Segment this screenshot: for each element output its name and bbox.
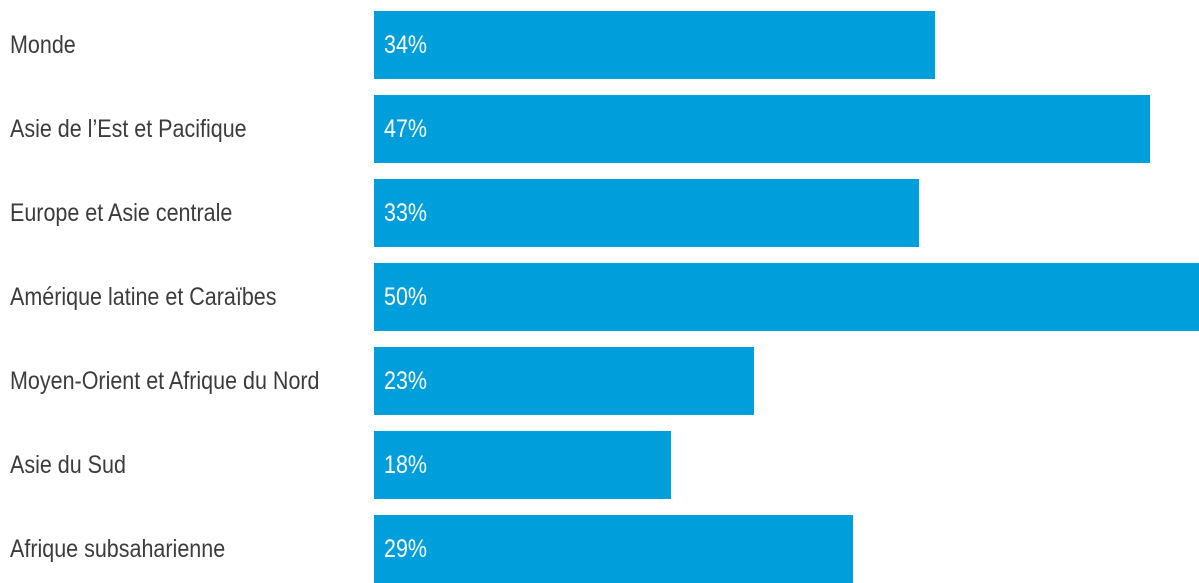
category-label: Afrique subsaharienne	[10, 535, 226, 563]
bar: 50%	[374, 263, 1199, 331]
bar: 34%	[374, 11, 935, 79]
category-label: Asie de l’Est et Pacifique	[10, 115, 247, 143]
bar-value-label: 50%	[384, 283, 428, 311]
bar: 47%	[374, 95, 1150, 163]
category-label: Europe et Asie centrale	[10, 199, 233, 227]
bar: 18%	[374, 431, 671, 499]
bar-value-label: 29%	[384, 535, 428, 563]
category-label: Asie du Sud	[10, 451, 126, 479]
bar: 33%	[374, 179, 919, 247]
bar-value-label: 33%	[384, 199, 428, 227]
category-label: Amérique latine et Caraïbes	[10, 283, 277, 311]
category-label: Moyen-Orient et Afrique du Nord	[10, 367, 320, 395]
bar-value-label: 34%	[384, 31, 428, 59]
bar: 23%	[374, 347, 754, 415]
bar-value-label: 23%	[384, 367, 428, 395]
category-label: Monde	[10, 31, 76, 59]
bar-value-label: 18%	[384, 451, 428, 479]
bar: 29%	[374, 515, 853, 583]
bar-value-label: 47%	[384, 115, 428, 143]
